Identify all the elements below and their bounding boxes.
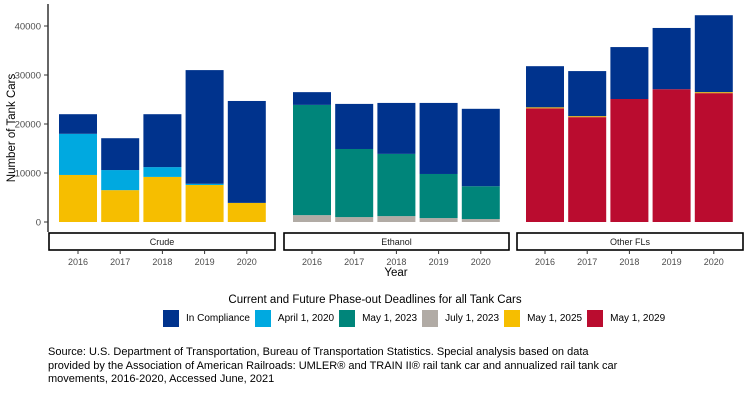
legend: In Compliance April 1, 2020 May 1, 2023 Jul…	[163, 310, 670, 327]
legend-label: In Compliance	[186, 313, 250, 324]
bar-segment-july-1-2023	[419, 218, 458, 222]
bar-segment-april-1-2020	[185, 183, 224, 186]
stacked-bar-chart: 0 10000 20000 30000 40000 Number of Tank Cars…	[6, 4, 744, 279]
legend-swatch	[339, 310, 356, 327]
y-tick-label: 10000	[15, 169, 41, 180]
bar-segment-may-1-2023	[293, 104, 331, 216]
bar-segment-may-1-2029	[526, 108, 564, 222]
x-tick-label: 2018	[386, 257, 406, 267]
y-tick-label: 30000	[15, 71, 41, 82]
bar-segment-may-1-2023	[419, 173, 458, 219]
x-tick-label: 2018	[152, 257, 172, 267]
facet-label: Ethanol	[381, 237, 412, 247]
bar-segment-in-compliance	[143, 114, 182, 168]
bar-segment-in-compliance	[526, 66, 564, 108]
x-tick-label: 2020	[237, 257, 257, 267]
legend-item: May 1, 2023	[339, 310, 417, 327]
bar-segment-in-compliance	[610, 47, 649, 100]
bar-segment-in-compliance	[652, 27, 691, 90]
x-tick-label: 2017	[110, 257, 130, 267]
x-tick-label: 2019	[429, 257, 449, 267]
legend-swatch	[163, 310, 179, 327]
x-tick-label: 2016	[68, 257, 88, 267]
legend-title: Current and Future Phase-out Deadlines f…	[228, 294, 522, 306]
legend-label: May 1, 2023	[362, 313, 418, 324]
legend-swatch	[504, 310, 521, 327]
bar-segment-may-1-2025	[101, 190, 140, 222]
legend-item: May 1, 2025	[504, 310, 582, 327]
legend-item: April 1, 2020	[254, 310, 335, 327]
y-tick-label: 40000	[15, 22, 41, 33]
bar-segment-in-compliance	[59, 114, 97, 134]
x-axis-title: Year	[384, 267, 407, 279]
bar-segment-july-1-2023	[335, 217, 374, 222]
bar-segment-may-1-2025	[568, 116, 607, 118]
bar-segment-may-1-2025	[526, 107, 564, 109]
bar-segment-may-1-2025	[143, 176, 182, 222]
bar-segment-in-compliance	[377, 102, 416, 154]
x-tick-label: 2018	[619, 257, 639, 267]
bar-segment-in-compliance	[185, 70, 224, 184]
bar-segment-may-1-2025	[694, 92, 733, 94]
facet-label: Other FLs	[610, 237, 651, 247]
bar-segment-may-1-2029	[694, 93, 733, 222]
bar-segment-april-1-2020	[143, 167, 182, 177]
legend-label: May 1, 2025	[527, 313, 583, 324]
facet-label: Crude	[150, 237, 175, 247]
legend-swatch	[587, 310, 604, 327]
bar-segment-april-1-2020	[101, 170, 140, 191]
x-tick-label: 2016	[302, 257, 322, 267]
y-tick-label: 0	[36, 218, 41, 229]
x-tick-label: 2017	[344, 257, 364, 267]
legend-label: July 1, 2023	[445, 313, 500, 324]
bar-segment-in-compliance	[568, 71, 607, 117]
bar-segment-may-1-2025	[59, 174, 97, 222]
x-tick-label: 2020	[704, 257, 724, 267]
bar-segment-july-1-2023	[293, 215, 331, 222]
y-tick-label: 20000	[15, 120, 41, 131]
bar-segment-april-1-2020	[59, 133, 97, 175]
y-axis-title: Number of Tank Cars	[6, 74, 18, 183]
x-tick-label: 2020	[471, 257, 491, 267]
x-tick-label: 2017	[577, 257, 597, 267]
x-tick-label: 2016	[535, 257, 555, 267]
bar-segment-in-compliance	[227, 100, 266, 203]
bar-segment-may-1-2023	[335, 148, 374, 218]
x-tick-label: 2019	[195, 257, 215, 267]
legend-item: July 1, 2023	[422, 310, 499, 327]
bar-segment-may-1-2025	[185, 185, 224, 222]
source-note: Source: U.S. Department of Transportatio…	[48, 346, 618, 385]
facet-strip	[516, 232, 744, 251]
bar-segment-may-1-2029	[610, 99, 649, 222]
legend-item: In Compliance	[163, 310, 250, 327]
legend-swatch	[422, 310, 439, 327]
bar-segment-in-compliance	[694, 15, 733, 93]
legend-swatch	[254, 310, 271, 327]
bar-segment-in-compliance	[335, 103, 374, 149]
legend-item: May 1, 2029	[587, 310, 665, 327]
bar-segment-in-compliance	[293, 92, 331, 105]
legend-label: May 1, 2029	[610, 313, 666, 324]
bar-segment-july-1-2023	[377, 216, 416, 222]
x-tick-label: 2019	[662, 257, 682, 267]
bar-segment-may-1-2023	[461, 186, 500, 220]
bar-segment-may-1-2025	[227, 202, 266, 222]
bar-segment-in-compliance	[461, 108, 500, 187]
bar-segment-may-1-2023	[377, 153, 416, 217]
bar-segment-may-1-2029	[652, 89, 691, 223]
bar-segment-july-1-2023	[461, 219, 500, 222]
bar-segment-in-compliance	[101, 138, 140, 171]
bar-segment-in-compliance	[419, 102, 458, 174]
bar-segment-may-1-2029	[568, 117, 607, 222]
legend-label: April 1, 2020	[277, 313, 335, 324]
